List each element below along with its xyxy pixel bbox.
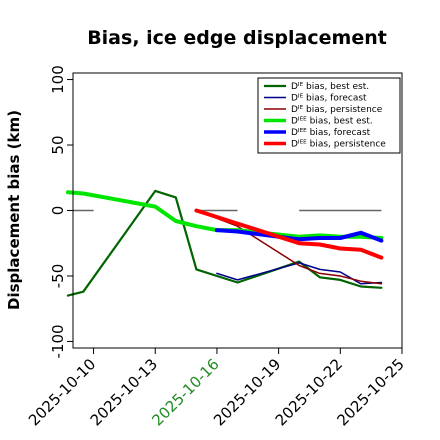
chart-title: Bias, ice edge displacement [87,27,387,49]
legend-label-1: Dᴵᴱ bias, best est. [291,82,369,92]
legend-label-5: Dᴵᴱᴱ bias, forecast [291,128,371,138]
y-tick-label: -100 [49,324,67,358]
y-axis-label: Displacement bias (km) [5,110,23,310]
series-line-3 [195,209,383,285]
y-tick-label: -50 [49,264,67,289]
legend-label-4: Dᴵᴱᴱ bias, best est. [291,117,373,127]
series-line-6 [194,208,384,260]
series-lines [65,189,384,297]
series-line-2 [216,262,383,285]
y-tick-label: 50 [49,135,67,154]
series-line-1 [66,189,383,297]
y-axis-ticks: 100 50 0 -50 -100 [49,65,73,358]
legend-label-2: Dᴵᴱ bias, forecast [291,94,367,104]
y-tick-label: 100 [49,65,67,94]
legend-label-6: Dᴵᴱᴱ bias, persistence [291,140,386,150]
legend-label-3: Dᴵᴱ bias, persistence [291,105,383,115]
y-tick-label: 0 [49,206,67,216]
legend: Dᴵᴱ bias, best est.Dᴵᴱ bias, forecastDᴵᴱ… [257,77,401,154]
series-line-5 [214,228,384,243]
legend-box [257,77,401,154]
